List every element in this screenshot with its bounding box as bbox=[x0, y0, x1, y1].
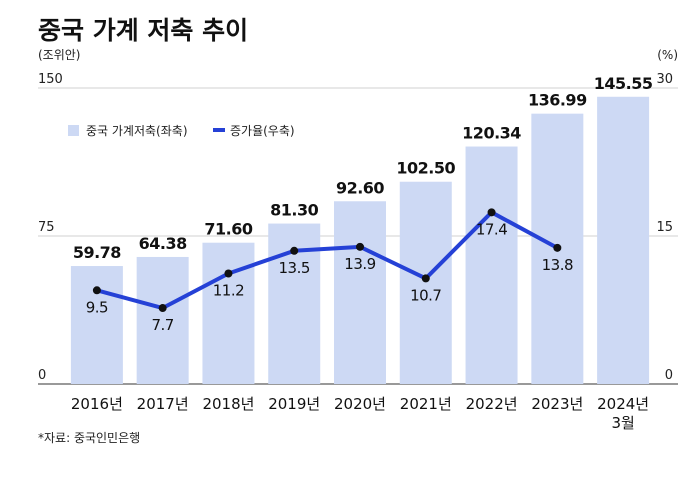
chart-title: 중국 가계 저축 추이 bbox=[38, 16, 248, 45]
legend-bar-swatch bbox=[68, 125, 79, 136]
bar bbox=[465, 146, 518, 384]
source-note: *자료: 중국인민은행 bbox=[38, 430, 140, 445]
bar bbox=[136, 256, 189, 384]
x-tick-label-part: 2018년 bbox=[202, 395, 254, 413]
x-tick-label: 2016년 bbox=[71, 395, 123, 413]
x-tick-label-part: 2022년 bbox=[466, 395, 518, 413]
x-tick-label-part: 2021년 bbox=[400, 395, 452, 413]
left-tick-label: 75 bbox=[38, 220, 55, 235]
x-tick-label: 2023년 bbox=[531, 395, 583, 413]
line-point bbox=[487, 208, 496, 217]
x-tick-label: 2020년 bbox=[334, 395, 386, 413]
line-point bbox=[553, 243, 562, 252]
axes: 0 0 75 15 150 30 2016년 2017년 2018년 2019년 2020년 2021… bbox=[38, 72, 673, 432]
growth-value-label: 13.9 bbox=[344, 255, 375, 273]
legend: 중국 가계저축(좌축) 증가율(우축) bbox=[68, 124, 295, 138]
bar-value-label: 145.55 bbox=[594, 74, 653, 93]
bar-value-label: 81.30 bbox=[270, 201, 318, 220]
x-tick-label: 2024년 3월 bbox=[597, 395, 649, 432]
growth-value-label: 13.5 bbox=[279, 259, 310, 277]
left-tick-label: 0 bbox=[38, 368, 46, 383]
right-tick-label: 30 bbox=[656, 72, 673, 87]
x-tick-label-part: 2019년 bbox=[268, 395, 320, 413]
bar-value-label: 71.60 bbox=[204, 220, 252, 239]
growth-value-label: 10.7 bbox=[410, 286, 441, 304]
bar-value-label: 92.60 bbox=[336, 178, 384, 197]
bar bbox=[399, 181, 452, 384]
x-tick-label: 2017년 bbox=[137, 395, 189, 413]
growth-value-label: 17.4 bbox=[476, 220, 507, 238]
x-tick-label: 2019년 bbox=[268, 395, 320, 413]
x-tick-label: 2018년 bbox=[202, 395, 254, 413]
bar-value-label: 136.99 bbox=[528, 91, 587, 110]
bar-value-label: 64.38 bbox=[139, 234, 187, 253]
growth-line-path bbox=[96, 210, 559, 311]
x-tick-label-part: 3월 bbox=[611, 414, 634, 432]
bar bbox=[334, 201, 386, 384]
bar-value-label: 102.50 bbox=[396, 159, 455, 178]
line-point bbox=[158, 304, 167, 313]
line-point bbox=[224, 269, 233, 278]
growth-value-label: 13.8 bbox=[542, 256, 573, 274]
growth-value-label: 7.7 bbox=[151, 316, 173, 334]
x-tick-label: 2021년 bbox=[400, 395, 452, 413]
bar bbox=[202, 242, 255, 384]
bar bbox=[597, 96, 650, 384]
left-tick-label: 150 bbox=[38, 72, 63, 87]
x-tick-label-part: 2020년 bbox=[334, 395, 386, 413]
line-point bbox=[421, 274, 430, 283]
line-point bbox=[290, 246, 299, 255]
x-tick-label-part: 2024년 bbox=[597, 395, 649, 413]
right-tick-label: 0 bbox=[665, 368, 673, 383]
left-axis-unit: (조위안) bbox=[38, 48, 80, 62]
x-tick-label-part: 2016년 bbox=[71, 395, 123, 413]
x-tick-label: 2022년 bbox=[466, 395, 518, 413]
line-point bbox=[92, 286, 101, 295]
line-point bbox=[356, 242, 364, 251]
growth-line bbox=[92, 208, 562, 313]
x-tick-label-part: 2017년 bbox=[137, 395, 189, 413]
legend-line-label: 증가율(우축) bbox=[230, 124, 295, 138]
growth-value-label: 11.2 bbox=[213, 281, 244, 299]
bar-value-label: 59.78 bbox=[73, 243, 121, 262]
data-labels: 59.78 64.38 71.60 81.30 92.60 102.50 120.34 136… bbox=[73, 74, 654, 334]
growth-value-label: 9.5 bbox=[86, 298, 108, 316]
bar-value-label: 120.34 bbox=[462, 124, 521, 143]
right-tick-label: 15 bbox=[656, 220, 673, 235]
right-axis-unit: (%) bbox=[657, 48, 678, 62]
legend-bar-label: 중국 가계저축(좌축) bbox=[86, 124, 188, 138]
bar bbox=[70, 266, 123, 384]
x-tick-label-part: 2023년 bbox=[531, 395, 583, 413]
